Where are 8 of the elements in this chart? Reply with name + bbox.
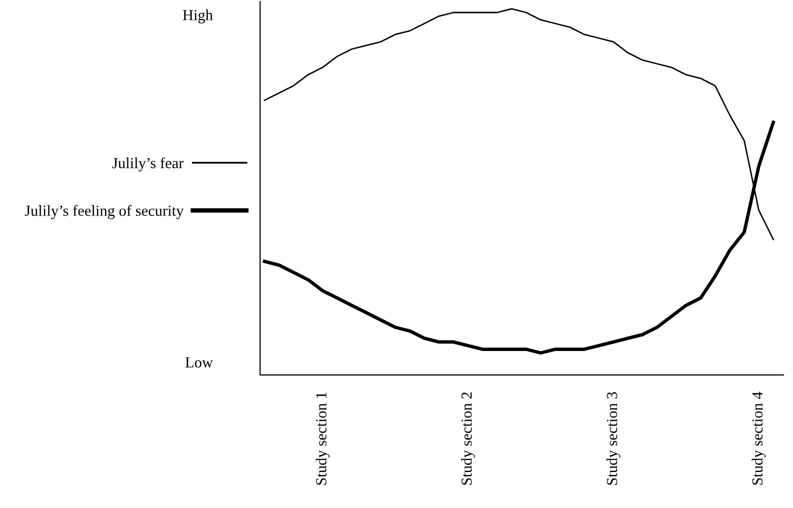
x-tick-label: Study section 1 xyxy=(316,392,330,485)
text: Low xyxy=(185,357,213,368)
legend-label: Julily’s fear xyxy=(112,157,184,172)
legend-label: Julily’s feeling of security xyxy=(24,205,184,220)
text: High xyxy=(182,10,213,24)
x-tick-label: Study section 2 xyxy=(461,392,475,485)
x-tick-label: Study section 4 xyxy=(752,392,766,485)
x-tick-label: Study section 3 xyxy=(606,392,620,485)
